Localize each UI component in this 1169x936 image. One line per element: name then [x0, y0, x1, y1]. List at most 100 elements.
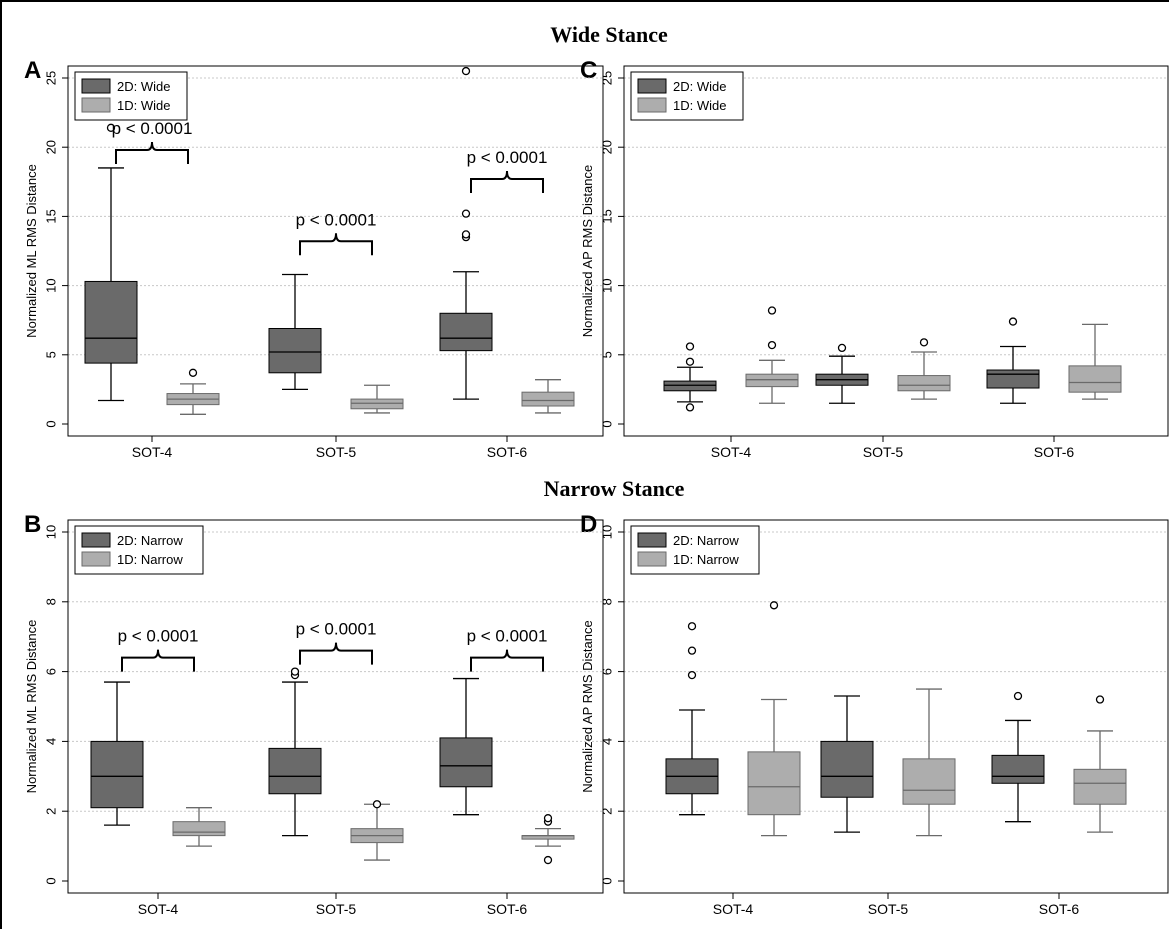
y-tick-label: 2 [599, 808, 614, 815]
chart-panel-a: 0 5 10 15 20 25 Normalized ML RMS Distance SOT-… [24, 65, 604, 460]
box-a-s1-c2 [521, 379, 575, 414]
legend: 2D: Wide 1D: Wide [630, 71, 744, 121]
y-tick-label: 0 [43, 420, 58, 427]
x-tick-label: SOT-4 [138, 901, 179, 917]
chart-panel-d: 0 2 4 6 8 10 Normalized AP RMS Distance SOT-4 SO… [580, 519, 1169, 917]
section-title-wide: Wide Stance [550, 22, 668, 47]
x-tick-label: SOT-4 [132, 444, 173, 460]
box-body [897, 375, 951, 392]
box-body [439, 312, 493, 352]
x-tick-label: SOT-5 [316, 901, 357, 917]
y-tick-label: 20 [599, 140, 614, 154]
legend-swatch [81, 78, 111, 94]
y-tick-label: 6 [599, 668, 614, 675]
legend-swatch [637, 532, 667, 548]
legend-swatch [81, 532, 111, 548]
y-tick-label: 10 [599, 278, 614, 292]
panel-label-d: D [580, 511, 597, 538]
y-tick-label: 10 [599, 525, 614, 539]
y-tick-label: 0 [43, 877, 58, 884]
legend-swatch [637, 551, 667, 567]
significance-label: p < 0.0001 [296, 210, 377, 229]
outlier-point [106, 123, 116, 132]
box-a-s1-c1 [350, 384, 404, 414]
outlier-point [543, 814, 553, 823]
significance-bracket [299, 642, 373, 665]
box-body [439, 737, 493, 788]
significance-annotation: p < 0.0001 [118, 627, 199, 672]
box-body [745, 373, 799, 388]
box-b-s0-c0 [90, 681, 144, 826]
plot-frame [623, 519, 1169, 894]
panel-label-a: A [24, 57, 41, 84]
box-body [90, 740, 144, 809]
outlier-point [687, 646, 697, 655]
plot-frame [623, 65, 1169, 437]
box-d-s0-c0 [665, 622, 719, 816]
box-b-s1-c2 [521, 814, 575, 865]
box-body [902, 758, 956, 805]
outlier-point [687, 622, 697, 631]
box-body [991, 754, 1045, 784]
legend: 2D: Wide 1D: Wide [74, 71, 188, 121]
chart-panel-c: 0 5 10 15 20 25 Normalized AP RMS Distance SOT-… [580, 65, 1169, 460]
box-c-s1-c0 [745, 306, 799, 404]
outlier-point [767, 340, 777, 350]
box-body [350, 398, 404, 410]
box-d-s1-c2 [1073, 695, 1127, 833]
box-b-s0-c2 [439, 677, 493, 816]
box-b-s0-c1 [268, 667, 322, 837]
outlier-point [372, 800, 382, 809]
y-tick-label: 4 [43, 738, 58, 745]
legend-swatch [81, 551, 111, 567]
y-tick-label: 6 [43, 668, 58, 675]
legend: 2D: Narrow 1D: Narrow [630, 525, 760, 575]
box-body [84, 280, 138, 364]
legend-label: 1D: Wide [673, 98, 726, 113]
legend-swatch [637, 97, 667, 113]
y-tick-label: 8 [599, 598, 614, 605]
legend-label: 2D: Wide [673, 79, 726, 94]
y-tick-label: 10 [43, 525, 58, 539]
y-tick-label: 15 [43, 209, 58, 223]
x-tick-label: SOT-5 [316, 444, 357, 460]
box-a-s0-c0 [84, 123, 138, 402]
significance-bracket [115, 141, 189, 164]
y-tick-label: 4 [599, 738, 614, 745]
box-c-s1-c1 [897, 338, 951, 400]
x-tick-label: SOT-5 [868, 901, 909, 917]
box-body [1068, 365, 1122, 393]
box-c-s0-c1 [815, 343, 869, 404]
box-a-s1-c0 [166, 368, 220, 415]
y-tick-label: 8 [43, 598, 58, 605]
significance-annotation: p < 0.0001 [467, 148, 548, 194]
y-tick-label: 10 [43, 278, 58, 292]
x-tick-label: SOT-6 [1034, 444, 1075, 460]
box-body [820, 740, 874, 798]
x-tick-label: SOT-6 [1039, 901, 1080, 917]
outlier-point [919, 338, 929, 347]
panel-label-c: C [580, 57, 597, 84]
box-b-s1-c1 [350, 800, 404, 861]
box-c-s1-c2 [1068, 323, 1122, 400]
box-body [747, 751, 801, 816]
box-d-s1-c0 [747, 601, 801, 837]
significance-annotation: p < 0.0001 [296, 210, 377, 256]
y-tick-label: 20 [43, 140, 58, 154]
significance-label: p < 0.0001 [118, 627, 199, 646]
x-tick-label: SOT-4 [711, 444, 752, 460]
legend-label: 1D: Narrow [673, 552, 739, 567]
y-tick-label: 25 [43, 71, 58, 85]
box-body [986, 369, 1040, 389]
y-axis-label: Normalized ML RMS Distance [24, 620, 39, 794]
box-a-s0-c1 [268, 273, 322, 391]
y-axis-label: Normalized ML RMS Distance [24, 164, 39, 338]
x-tick-label: SOT-6 [487, 444, 528, 460]
significance-bracket [121, 649, 195, 672]
significance-label: p < 0.0001 [467, 148, 548, 167]
y-tick-label: 25 [599, 71, 614, 85]
box-body [521, 391, 575, 407]
box-body [1073, 768, 1127, 805]
y-axis-label: Normalized AP RMS Distance [580, 165, 595, 337]
legend-label: 1D: Wide [117, 98, 170, 113]
